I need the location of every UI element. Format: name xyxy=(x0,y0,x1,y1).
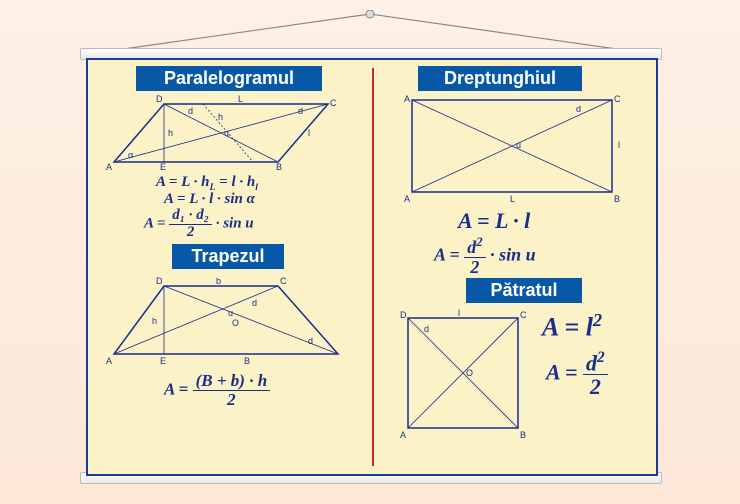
svg-text:d: d xyxy=(424,324,429,334)
title-square: Pătratul xyxy=(466,278,582,303)
trap-f1: A = (B + b) · h2 xyxy=(164,372,270,409)
svg-text:C: C xyxy=(614,94,621,104)
rect-f2: A = d22 · sin u xyxy=(434,236,536,277)
svg-text:L: L xyxy=(238,94,243,104)
svg-text:L: L xyxy=(510,194,515,204)
svg-text:u: u xyxy=(516,140,521,150)
svg-text:C: C xyxy=(520,310,527,320)
sq-f1: A = l2 xyxy=(542,310,602,343)
svg-text:D: D xyxy=(156,94,163,104)
svg-text:d: d xyxy=(298,106,303,116)
parallelogram-diagram: A B C D E L l h h d d α u xyxy=(98,92,358,174)
svg-text:D: D xyxy=(400,310,407,320)
svg-text:h: h xyxy=(218,112,223,122)
rect-f1: A = L · l xyxy=(458,208,530,234)
svg-text:α: α xyxy=(128,150,133,160)
svg-text:O: O xyxy=(466,368,473,378)
rectangle-diagram: A C A B L l d u xyxy=(396,92,636,204)
svg-text:B: B xyxy=(276,162,282,172)
svg-text:b: b xyxy=(216,276,221,286)
svg-text:u: u xyxy=(228,308,233,318)
svg-text:O: O xyxy=(232,318,239,328)
svg-text:A: A xyxy=(106,356,112,366)
svg-text:h: h xyxy=(168,128,173,138)
svg-text:l: l xyxy=(458,308,460,318)
svg-text:l: l xyxy=(618,140,620,150)
svg-text:B: B xyxy=(614,194,620,204)
svg-text:u: u xyxy=(224,128,229,138)
svg-text:l: l xyxy=(308,128,310,138)
title-parallelogram: Paralelogramul xyxy=(136,66,322,91)
svg-text:C: C xyxy=(280,276,287,286)
square-diagram: D C A B d O l xyxy=(388,306,538,456)
svg-text:d: d xyxy=(252,298,257,308)
title-trapezoid: Trapezul xyxy=(172,244,284,269)
para-f2: A = L · l · sin α xyxy=(164,191,255,208)
svg-text:d: d xyxy=(188,106,193,116)
center-divider xyxy=(372,68,374,466)
svg-text:A: A xyxy=(404,194,410,204)
sq-f2: A = d22 xyxy=(546,350,608,399)
svg-text:A: A xyxy=(400,430,406,440)
para-f3: A = d₁ · d₂2 · sin u xyxy=(144,208,254,241)
svg-text:d: d xyxy=(308,336,313,346)
svg-text:C: C xyxy=(330,98,337,108)
svg-text:B: B xyxy=(520,430,526,440)
svg-text:h: h xyxy=(152,316,157,326)
svg-text:E: E xyxy=(160,356,166,366)
board: Paralelogramul A B C D E L l h h d d α u… xyxy=(86,58,658,476)
svg-text:B: B xyxy=(244,356,250,366)
trapezoid-diagram: A B C D E b h O d d u xyxy=(98,270,358,370)
svg-text:A: A xyxy=(106,162,112,172)
svg-text:A: A xyxy=(404,94,410,104)
svg-text:E: E xyxy=(160,162,166,172)
svg-text:D: D xyxy=(156,276,163,286)
svg-text:d: d xyxy=(576,104,581,114)
title-rectangle: Dreptunghiul xyxy=(418,66,582,91)
